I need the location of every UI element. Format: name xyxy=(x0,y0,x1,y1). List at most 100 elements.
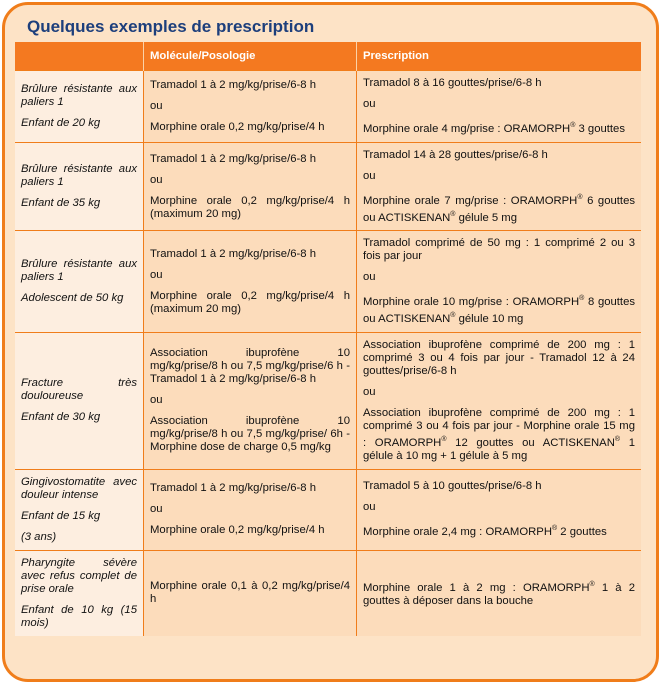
cell-paragraph: Tramadol 1 à 2 mg/kg/prise/6-8 h xyxy=(150,482,350,495)
cell-paragraph: Brûlure résistante aux paliers 1 xyxy=(21,83,137,109)
cell-text: ou xyxy=(363,501,376,514)
cell-paragraph: Adolescent de 50 kg xyxy=(21,292,137,305)
cell-text: Morphine orale 2,4 mg : ORAMORPH xyxy=(363,525,552,538)
cell-text: 1 à 2 gouttes à déposer dans la bouche xyxy=(363,581,635,607)
cell-text: 12 gouttes ou ACTISKENAN xyxy=(446,436,615,449)
header-prescription: Prescription xyxy=(356,42,641,71)
cell-paragraph: Brûlure résistante aux paliers 1 xyxy=(21,163,137,189)
molecule-cell: Tramadol 1 à 2 mg/kg/prise/6-8 h ou Morphi… xyxy=(143,70,357,143)
registered-mark: ® xyxy=(577,193,583,201)
cell-text: 6 gouttes ou ACTISKENAN xyxy=(363,194,635,224)
cell-paragraph: ou xyxy=(363,386,635,399)
cell-text: ou xyxy=(150,503,163,516)
cell-text: gélule 10 mg xyxy=(455,312,524,325)
cell-text: Association ibuprofène comprimé de 200 m… xyxy=(363,406,635,449)
case-cell: Gingivostomatite avec douleur intense Enf… xyxy=(15,468,144,551)
molecule-cell: Tramadol 1 à 2 mg/kg/prise/6-8 h ou Morphi… xyxy=(143,141,357,231)
cell-paragraph: Gingivostomatite avec douleur intense xyxy=(21,476,137,502)
cell-paragraph: ou xyxy=(363,98,635,111)
cell-paragraph: Morphine orale 2,4 mg : ORAMORPH® 2 gout… xyxy=(363,522,635,539)
cell-text: 1 gélule à 10 mg + 1 gélule à 5 mg xyxy=(363,436,636,462)
cell-text: Morphine orale 10 mg/prise : ORAMORPH xyxy=(363,296,580,309)
cell-text: Morphine orale 0,2 mg/kg/prise/4 h (maxi… xyxy=(150,289,350,315)
cell-text: Tramadol 1 à 2 mg/kg/prise/6-8 h xyxy=(150,152,316,165)
cell-paragraph: Tramadol 1 à 2 mg/kg/prise/6-8 h xyxy=(150,79,350,92)
cell-paragraph: Tramadol 1 à 2 mg/kg/prise/6-8 h xyxy=(150,248,350,261)
cell-text: Morphine orale 0,2 mg/kg/prise/4 h xyxy=(150,120,325,133)
cell-text: Brûlure résistante aux paliers 1 xyxy=(21,163,137,189)
registered-mark: ® xyxy=(579,295,585,303)
cell-paragraph: Enfant de 10 kg (15 mois) xyxy=(21,604,137,630)
header-molecule: Molécule/Posologie xyxy=(143,42,357,71)
cell-text: Morphine orale 0,2 mg/kg/prise/4 h xyxy=(150,524,325,537)
table-row: Brûlure résistante aux paliers 1 Enfant d… xyxy=(15,70,641,143)
prescription-cell: Tramadol 14 à 28 gouttes/prise/6-8 h ou Mo… xyxy=(356,141,641,231)
cell-paragraph: Fracture très douloureuse xyxy=(21,377,137,403)
cell-text: Tramadol 8 à 16 gouttes/prise/6-8 h xyxy=(363,77,542,89)
registered-mark: ® xyxy=(551,525,558,533)
registered-mark: ® xyxy=(450,210,456,218)
cell-paragraph: Association ibuprofène comprimé de 200 m… xyxy=(363,339,635,378)
cell-paragraph: Tramadol 5 à 10 gouttes/prise/6-8 h xyxy=(363,480,635,493)
molecule-cell: Tramadol 1 à 2 mg/kg/prise/6-8 h ou Morphi… xyxy=(143,230,357,333)
cell-paragraph: Tramadol 14 à 28 gouttes/prise/6-8 h xyxy=(363,149,635,162)
cell-text: ou xyxy=(150,173,163,186)
case-cell: Brûlure résistante aux paliers 1 Enfant d… xyxy=(15,70,144,143)
table-row: Brûlure résistante aux paliers 1 Enfant d… xyxy=(15,141,641,231)
registered-mark: ® xyxy=(614,435,621,443)
cell-text: Association ibuprofène comprimé de 200 m… xyxy=(363,338,635,377)
cell-text: Adolescent de 50 kg xyxy=(21,292,124,305)
cell-paragraph: ou xyxy=(363,501,635,514)
cell-text: ou xyxy=(150,99,163,112)
cell-text: 8 gouttes ou ACTISKENAN xyxy=(363,296,635,325)
cell-text: Tramadol 1 à 2 mg/kg/prise/6-8 h xyxy=(150,78,316,91)
cell-paragraph: Morphine orale 10 mg/prise : ORAMORPH® 8… xyxy=(363,292,635,326)
cell-paragraph: ou xyxy=(150,100,350,113)
cell-text: ou xyxy=(363,271,376,284)
cell-paragraph: ou xyxy=(150,394,350,407)
cell-paragraph: Tramadol comprimé de 50 mg : 1 comprimé … xyxy=(363,237,635,263)
case-cell: Pharyngite sévère avec refus complet de … xyxy=(15,549,144,636)
cell-text: 3 gouttes xyxy=(575,122,625,135)
cell-paragraph: Association ibuprofène 10 mg/kg/prise/8 … xyxy=(150,347,350,386)
prescription-cell: Tramadol 8 à 16 gouttes/prise/6-8 h ou Mor… xyxy=(356,70,641,143)
cell-text: Brûlure résistante aux paliers 1 xyxy=(21,82,137,108)
table-row: Pharyngite sévère avec refus complet de … xyxy=(15,549,641,636)
cell-text: Enfant de 35 kg xyxy=(21,197,101,210)
cell-text: Pharyngite sévère avec refus complet de … xyxy=(21,556,137,595)
case-cell: Brûlure résistante aux paliers 1 Enfant d… xyxy=(15,141,144,231)
table-row: Fracture très douloureuse Enfant de 30 kg… xyxy=(15,331,641,470)
cell-paragraph: Enfant de 30 kg xyxy=(21,411,137,424)
cell-text: (3 ans) xyxy=(21,530,57,543)
cell-text: Morphine orale 1 à 2 mg : ORAMORPH xyxy=(363,581,590,594)
cell-text: Tramadol comprimé de 50 mg : 1 comprimé … xyxy=(363,237,635,263)
cell-paragraph: ou xyxy=(150,174,350,187)
cell-text: Morphine orale 7 mg/prise : ORAMORPH xyxy=(363,194,578,207)
cell-paragraph: Tramadol 8 à 16 gouttes/prise/6-8 h xyxy=(363,77,635,90)
cell-paragraph: ou xyxy=(363,170,635,183)
registered-mark: ® xyxy=(441,435,447,443)
cell-paragraph: ou xyxy=(150,503,350,516)
cell-text: Brûlure résistante aux paliers 1 xyxy=(21,258,137,284)
cell-text: gélule 5 mg xyxy=(455,211,517,224)
prescription-cell: Association ibuprofène comprimé de 200 m… xyxy=(356,331,641,470)
cell-paragraph: Pharyngite sévère avec refus complet de … xyxy=(21,557,137,596)
cell-paragraph: (3 ans) xyxy=(21,531,137,544)
page-title: Quelques exemples de prescription xyxy=(27,17,315,36)
cell-text: ou xyxy=(150,268,163,281)
molecule-cell: Association ibuprofène 10 mg/kg/prise/8 … xyxy=(143,331,357,470)
prescription-cell: Tramadol 5 à 10 gouttes/prise/6-8 h ou Mor… xyxy=(356,468,641,551)
cell-text: Tramadol 1 à 2 mg/kg/prise/6-8 h xyxy=(150,482,316,495)
cell-paragraph: Association ibuprofène 10 mg/kg/prise/8 … xyxy=(150,415,350,454)
cell-text: 2 gouttes xyxy=(557,525,607,538)
cell-paragraph: Morphine orale 7 mg/prise : ORAMORPH® 6 … xyxy=(363,191,635,225)
cell-text: Morphine orale 4 mg/prise : ORAMORPH xyxy=(363,122,571,135)
case-cell: Brûlure résistante aux paliers 1 Adolesce… xyxy=(15,230,144,333)
prescription-table: Molécule/Posologie Prescription Brûlure … xyxy=(15,42,641,636)
cell-text: ou xyxy=(150,394,163,407)
case-cell: Fracture très douloureuse Enfant de 30 kg xyxy=(15,331,144,470)
cell-paragraph: Morphine orale 0,1 à 0,2 mg/kg/prise/4 h xyxy=(150,580,350,606)
cell-text: Gingivostomatite avec douleur intense xyxy=(21,475,137,501)
cell-text: Enfant de 20 kg xyxy=(21,116,101,129)
cell-text: Enfant de 15 kg xyxy=(21,509,101,522)
